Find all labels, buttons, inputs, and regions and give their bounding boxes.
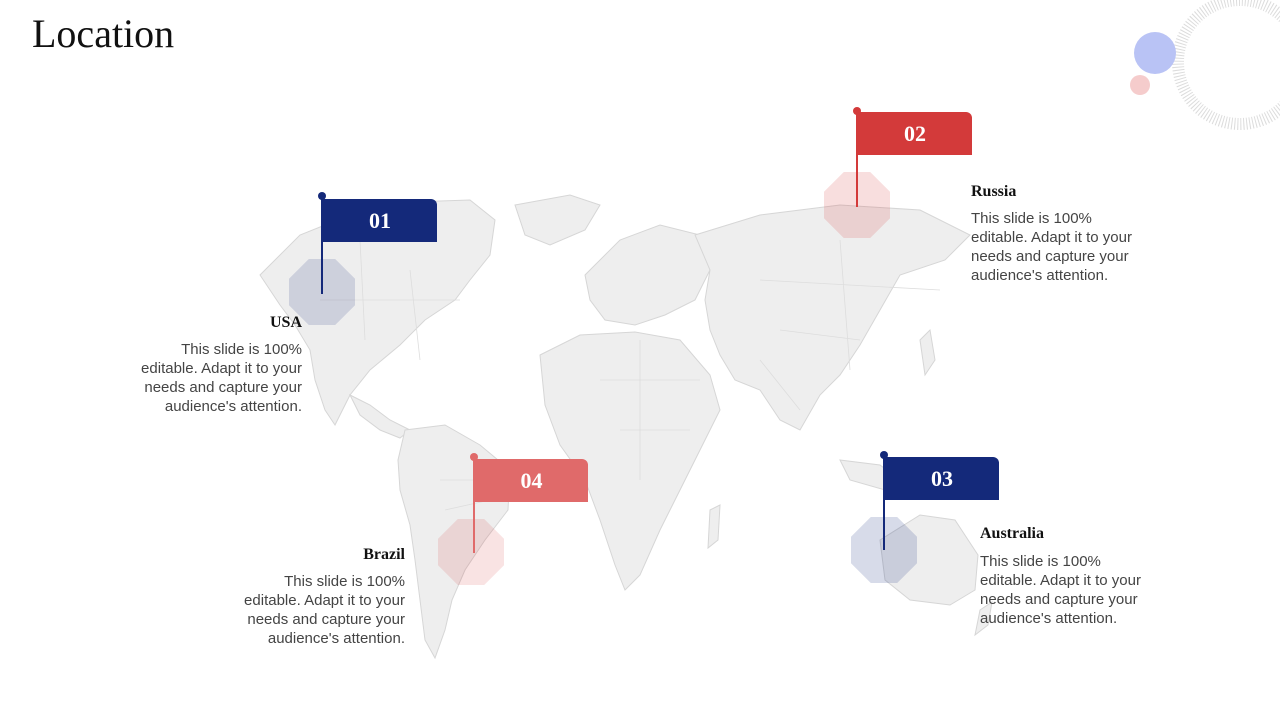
madagascar-shape [707, 504, 721, 550]
location-description-usa: This slide is 100% editable. Adapt it to… [141, 341, 302, 415]
location-name-usa: USA [269, 314, 302, 331]
australia-shape [879, 514, 979, 606]
flag-australia: 03 [885, 457, 999, 500]
pin-stick-russia [856, 111, 858, 207]
asia-shape [694, 204, 971, 431]
japan-shape [919, 328, 936, 377]
pin-stick-australia [883, 455, 885, 550]
flag-number-brazil: 04 [520, 467, 543, 493]
location-name-australia: Australia [980, 525, 1044, 542]
greenland-shape [514, 194, 601, 246]
flag-brazil: 04 [475, 459, 588, 502]
central-america-shape [348, 393, 411, 439]
decorative-circles [1130, 0, 1280, 130]
location-marker-brazil [438, 519, 504, 585]
flag-number-usa: 01 [369, 207, 391, 233]
slide-title: Location [32, 11, 175, 56]
location-description-australia: This slide is 100% editable. Adapt it to… [980, 553, 1141, 627]
flag-usa: 01 [323, 199, 437, 242]
location-description-russia: This slide is 100% editable. Adapt it to… [971, 210, 1132, 284]
pin-stick-brazil [473, 457, 475, 553]
europe-shape [584, 224, 711, 326]
location-description-brazil: This slide is 100% editable. Adapt it to… [244, 573, 405, 647]
pin-stick-usa [321, 196, 323, 294]
location-name-brazil: Brazil [363, 546, 405, 563]
flag-russia: 02 [858, 112, 972, 155]
new-zealand-shape [974, 600, 993, 637]
flag-number-russia: 02 [904, 120, 926, 146]
flag-number-australia: 03 [931, 465, 953, 491]
location-name-russia: Russia [971, 183, 1017, 200]
world-map [259, 194, 993, 660]
